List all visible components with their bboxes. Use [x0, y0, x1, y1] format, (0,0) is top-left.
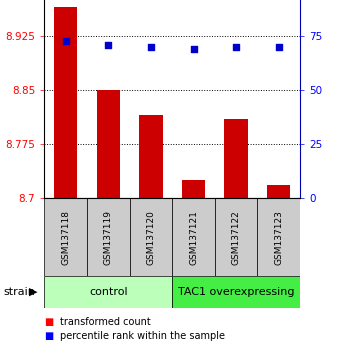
- Bar: [130, 198, 172, 276]
- Text: percentile rank within the sample: percentile rank within the sample: [60, 331, 225, 341]
- Bar: [267, 185, 291, 198]
- Bar: [87, 198, 130, 276]
- Text: GSM137121: GSM137121: [189, 210, 198, 265]
- Text: strain: strain: [3, 287, 35, 297]
- Bar: [139, 115, 163, 198]
- Point: [63, 38, 68, 44]
- Point: [276, 44, 282, 50]
- Bar: [44, 198, 87, 276]
- Text: transformed count: transformed count: [60, 317, 150, 327]
- Bar: [182, 180, 205, 198]
- Text: TAC1 overexpressing: TAC1 overexpressing: [178, 287, 294, 297]
- Point: [148, 44, 153, 50]
- Text: GSM137123: GSM137123: [274, 210, 283, 265]
- Text: ■: ■: [44, 317, 54, 327]
- Text: ▶: ▶: [29, 287, 38, 297]
- Bar: [257, 198, 300, 276]
- Bar: [172, 198, 215, 276]
- Point: [191, 46, 196, 52]
- Text: GSM137120: GSM137120: [146, 210, 155, 265]
- Point: [233, 44, 239, 50]
- Bar: [54, 7, 77, 198]
- Bar: [44, 276, 172, 308]
- Text: control: control: [89, 287, 128, 297]
- Point: [106, 42, 111, 48]
- Bar: [172, 276, 300, 308]
- Text: GSM137122: GSM137122: [232, 210, 241, 264]
- Text: GSM137118: GSM137118: [61, 210, 70, 265]
- Bar: [224, 119, 248, 198]
- Text: ■: ■: [44, 331, 54, 341]
- Bar: [97, 90, 120, 198]
- Text: GSM137119: GSM137119: [104, 210, 113, 265]
- Bar: [215, 198, 257, 276]
